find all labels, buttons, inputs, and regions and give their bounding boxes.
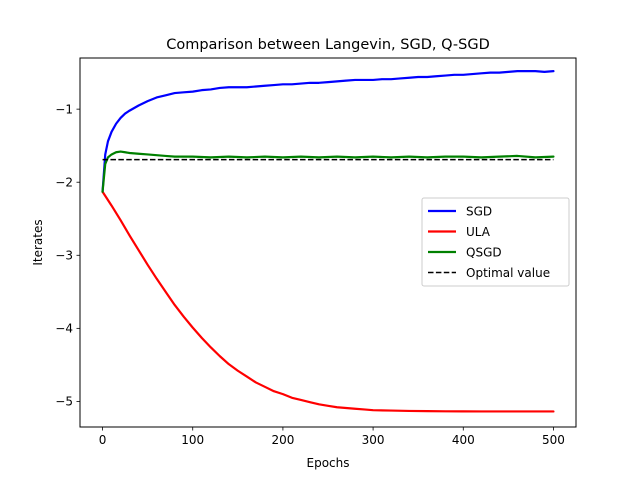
x-tick-label: 500 — [542, 433, 565, 447]
y-tick-label: −3 — [55, 249, 73, 263]
y-axis: −5 −4 −3 −2 −1 — [55, 102, 80, 409]
y-tick-label: −1 — [55, 102, 73, 116]
series-line-qsgd — [101, 150, 555, 193]
x-tick-label: 100 — [181, 433, 204, 447]
plot-area — [101, 70, 555, 413]
series-line-ula — [101, 190, 555, 413]
legend-label: SGD — [466, 204, 492, 218]
legend-box — [421, 197, 570, 287]
x-axis: 0 100 200 300 400 500 — [99, 427, 565, 447]
x-tick-label: 200 — [271, 433, 294, 447]
y-tick-label: −2 — [55, 176, 73, 190]
legend-label: Optimal value — [466, 266, 550, 280]
axes-frame — [79, 57, 577, 428]
y-tick-label: −4 — [55, 322, 73, 336]
y-axis-label: Iterates — [31, 219, 45, 265]
series-line-sgd — [101, 70, 555, 193]
x-tick-label: 300 — [362, 433, 385, 447]
x-axis-label: Epochs — [307, 456, 350, 470]
y-tick-label: −5 — [55, 395, 73, 409]
legend-label: ULA — [466, 225, 491, 239]
x-tick-label: 400 — [452, 433, 475, 447]
legend: SGD ULA QSGD Optimal value — [421, 197, 570, 287]
legend-label: QSGD — [466, 245, 502, 259]
x-tick-label: 0 — [99, 433, 107, 447]
chart-title: Comparison between Langevin, SGD, Q-SGD — [166, 37, 490, 53]
